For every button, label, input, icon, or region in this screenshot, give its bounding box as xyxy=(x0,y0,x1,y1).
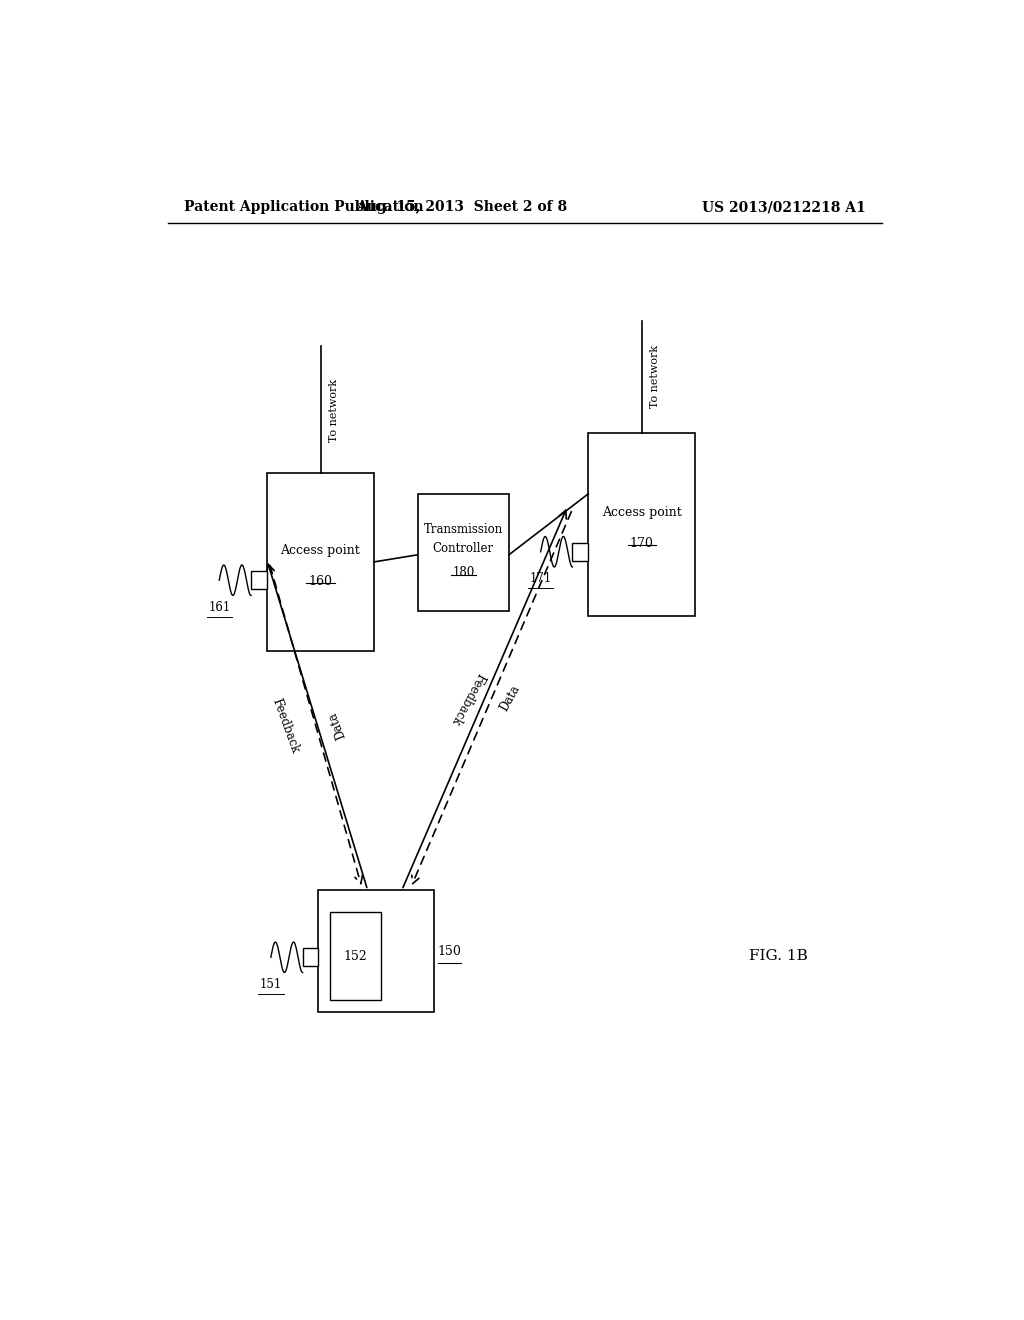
Text: Controller: Controller xyxy=(433,541,494,554)
Text: US 2013/0212218 A1: US 2013/0212218 A1 xyxy=(702,201,866,214)
Text: Aug. 15, 2013  Sheet 2 of 8: Aug. 15, 2013 Sheet 2 of 8 xyxy=(355,201,567,214)
Text: Feedback: Feedback xyxy=(269,697,301,755)
Bar xyxy=(318,890,433,1012)
Bar xyxy=(251,572,267,589)
Text: FIG. 1B: FIG. 1B xyxy=(750,949,808,964)
Bar xyxy=(267,474,374,651)
Text: Transmission: Transmission xyxy=(424,524,503,536)
Text: 160: 160 xyxy=(308,574,333,587)
Text: 161: 161 xyxy=(208,601,230,614)
Text: Data: Data xyxy=(326,710,348,741)
Text: 180: 180 xyxy=(453,566,474,579)
Text: 152: 152 xyxy=(343,949,368,962)
Text: Access point: Access point xyxy=(281,544,360,557)
Text: 170: 170 xyxy=(630,536,653,549)
Text: 151: 151 xyxy=(260,978,282,990)
Text: To network: To network xyxy=(329,379,339,441)
Text: 150: 150 xyxy=(437,945,462,958)
Text: 171: 171 xyxy=(529,572,552,585)
Text: Feedback: Feedback xyxy=(449,671,487,727)
Text: Patent Application Publication: Patent Application Publication xyxy=(183,201,423,214)
Text: Access point: Access point xyxy=(602,506,682,519)
Text: To network: To network xyxy=(650,346,660,408)
Bar xyxy=(418,494,509,611)
Text: Data: Data xyxy=(498,682,522,714)
Bar xyxy=(330,912,381,1001)
Bar xyxy=(303,948,318,966)
Bar xyxy=(588,433,695,615)
Bar xyxy=(572,543,588,561)
